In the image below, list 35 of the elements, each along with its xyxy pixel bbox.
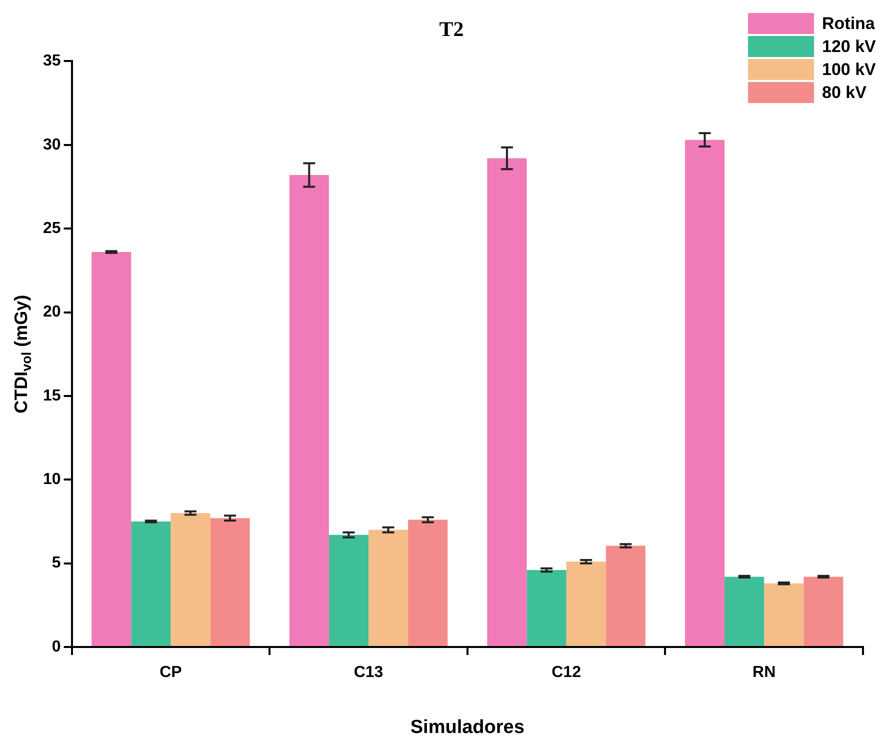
x-tick-label: RN [752, 664, 776, 682]
y-tick-label: 15 [43, 387, 61, 404]
bar [724, 576, 764, 646]
chart-title: T2 [439, 17, 464, 42]
x-tick-label: C12 [552, 664, 582, 682]
bar [92, 252, 132, 646]
bar [210, 518, 250, 646]
bar [328, 534, 368, 646]
bar [606, 546, 646, 646]
bar [684, 140, 725, 646]
bar [170, 513, 210, 646]
y-tick-label: 0 [52, 638, 61, 656]
legend-label: 100 kV [822, 60, 876, 80]
y-tick-label: 35 [43, 52, 61, 70]
y-tick-label: 5 [52, 554, 61, 572]
bar [408, 520, 448, 646]
legend-label: 80 kV [822, 82, 866, 102]
legend-label: Rotina [822, 14, 875, 34]
bar [804, 576, 844, 646]
bar [131, 521, 171, 646]
y-tick-label: 20 [43, 304, 61, 321]
x-tick-label: C13 [354, 664, 384, 682]
x-tick-label: CP [160, 664, 182, 682]
y-tick-label: 10 [43, 471, 61, 488]
y-tick-label: 30 [43, 136, 61, 154]
legend-label: 120 kV [822, 36, 876, 56]
bar [289, 175, 329, 646]
y-axis-title: CTDIvol (mGy) [10, 294, 34, 414]
bar [487, 158, 527, 646]
x-axis-title: Simuladores [410, 716, 524, 738]
bar [764, 583, 804, 646]
bar [566, 562, 606, 646]
bar [526, 570, 566, 646]
bar [368, 530, 408, 646]
y-tick-label: 25 [43, 220, 61, 237]
